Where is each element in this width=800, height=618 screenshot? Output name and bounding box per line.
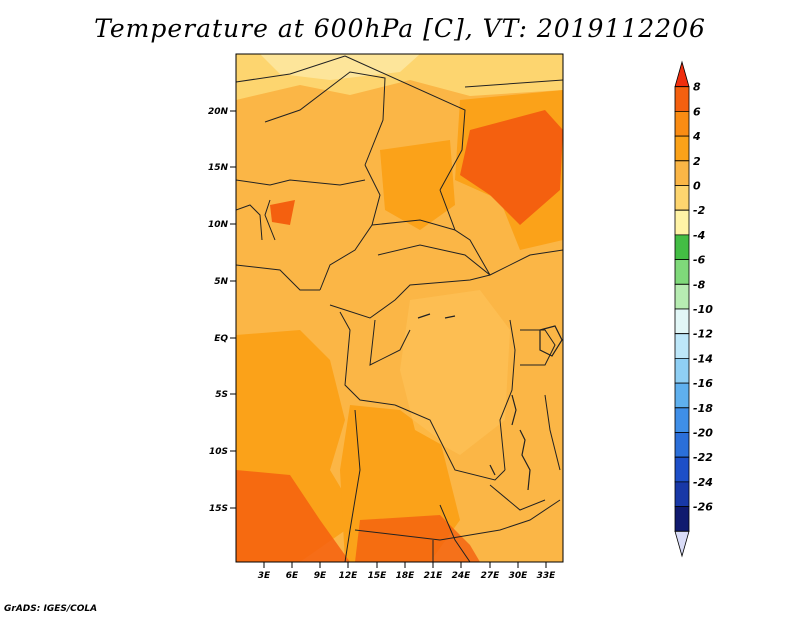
colorbar-bin-12 [674, 358, 690, 384]
lat-tick-10n: 10N [208, 220, 236, 230]
colorbar-label: -18 [693, 402, 713, 415]
colorbar-label: -24 [693, 476, 713, 489]
colorbar: 8 6 4 2 0 -2 -4 -6 -8 -10 -12 -14 -16 -18 -20 -22 -24 -26 [674, 60, 713, 558]
lat-tick-5s: 5S [215, 390, 236, 400]
colorbar-bin-11 [674, 333, 690, 359]
svg-text:10S: 10S [209, 447, 228, 457]
lon-tick-12e: 12E [339, 562, 359, 581]
svg-text:24E: 24E [452, 571, 472, 581]
colorbar-bin-18 [674, 506, 690, 532]
lat-tick-5n: 5N [214, 277, 236, 287]
colorbar-label: -10 [693, 303, 713, 316]
lon-tick-3e: 3E [258, 562, 271, 581]
svg-text:33E: 33E [537, 571, 557, 581]
lon-tick-6e: 6E [286, 562, 299, 581]
lon-tick-9e: 9E [314, 562, 327, 581]
lat-tick-10s: 10S [209, 447, 236, 457]
colorbar-label: -8 [693, 278, 706, 291]
colorbar-label: -22 [693, 451, 713, 464]
lon-tick-18e: 18E [396, 562, 416, 581]
colorbar-label: 6 [693, 105, 701, 118]
hot-region-northeast [460, 110, 563, 225]
lon-tick-24e: 24E [452, 562, 472, 581]
svg-text:20N: 20N [208, 107, 229, 117]
colorbar-bin-7 [674, 234, 690, 260]
colorbar-label: -4 [693, 229, 705, 242]
map-title: Temperature at 600hPa [C], VT: 201911220… [94, 14, 706, 43]
colorbar-label: -12 [693, 328, 713, 341]
svg-text:15E: 15E [368, 571, 388, 581]
lakes [417, 313, 563, 491]
colorbar-label: -6 [693, 254, 706, 267]
colorbar-label: -14 [693, 352, 713, 365]
hot-region-south [355, 515, 480, 562]
svg-text:12E: 12E [339, 571, 359, 581]
colorbar-bin-6 [674, 209, 690, 236]
colorbar-bin-16 [674, 456, 690, 483]
colorbar-label: -26 [693, 501, 713, 514]
svg-text:18E: 18E [396, 571, 416, 581]
warm-region-central-north [380, 140, 455, 230]
colorbar-label: -16 [693, 377, 713, 390]
svg-text:5N: 5N [214, 277, 228, 287]
lon-tick-33e: 33E [537, 562, 557, 581]
lat-axis: 20N 15N 10N 5N EQ 5S 10S 15S [208, 107, 236, 514]
colorbar-label: 8 [693, 81, 701, 94]
country-borders [236, 55, 563, 562]
colorbar-label: 4 [692, 130, 701, 143]
colorbar-bin-1 [674, 86, 690, 112]
colorbar-bin-3 [674, 135, 690, 162]
lon-tick-30e: 30E [509, 562, 529, 581]
lat-tick-15s: 15S [209, 504, 236, 514]
svg-text:5S: 5S [215, 390, 228, 400]
lon-tick-21e: 21E [424, 562, 444, 581]
colorbar-bin-2 [674, 111, 690, 137]
colorbar-bin-9 [674, 283, 690, 310]
svg-text:10N: 10N [208, 220, 229, 230]
svg-text:15S: 15S [209, 504, 228, 514]
colorbar-bin-19 [674, 530, 690, 558]
grads-credit: GrADS: IGES/COLA [4, 604, 98, 614]
svg-text:9E: 9E [314, 571, 327, 581]
lon-axis: 3E 6E 9E 12E 15E 18E 21E 24E 27E 30E 33E [258, 562, 556, 581]
lat-tick-15n: 15N [208, 163, 236, 173]
lat-tick-eq: EQ [214, 334, 236, 344]
lon-tick-15e: 15E [368, 562, 388, 581]
hot-region-southwest [236, 470, 350, 562]
colorbar-label: 2 [693, 155, 701, 168]
colorbar-bin-5 [674, 185, 690, 211]
svg-text:30E: 30E [509, 571, 529, 581]
colorbar-label: 0 [693, 180, 701, 193]
mild-region-central [400, 290, 510, 455]
temperature-map [236, 54, 563, 562]
colorbar-bin-17 [674, 481, 690, 507]
hot-spot-west [270, 200, 295, 225]
svg-text:3E: 3E [258, 571, 271, 581]
colorbar-bin-8 [674, 259, 690, 285]
svg-text:21E: 21E [424, 571, 444, 581]
colorbar-bin-13 [674, 382, 690, 409]
svg-text:27E: 27E [481, 571, 501, 581]
map-frame [235, 53, 564, 563]
colorbar-label: -2 [693, 204, 706, 217]
colorbar-bin-4 [674, 160, 690, 186]
svg-text:EQ: EQ [214, 334, 228, 344]
colorbar-label: -20 [693, 427, 713, 440]
colorbar-bin-10 [674, 308, 690, 335]
svg-text:15N: 15N [208, 163, 229, 173]
colorbar-bin-15 [674, 432, 690, 458]
colorbar-bin-0 [674, 60, 690, 88]
coolest-region-north [260, 54, 420, 80]
colorbar-bin-14 [674, 407, 690, 433]
lat-tick-20n: 20N [208, 107, 236, 117]
lon-tick-27e: 27E [481, 562, 501, 581]
svg-text:6E: 6E [286, 571, 299, 581]
